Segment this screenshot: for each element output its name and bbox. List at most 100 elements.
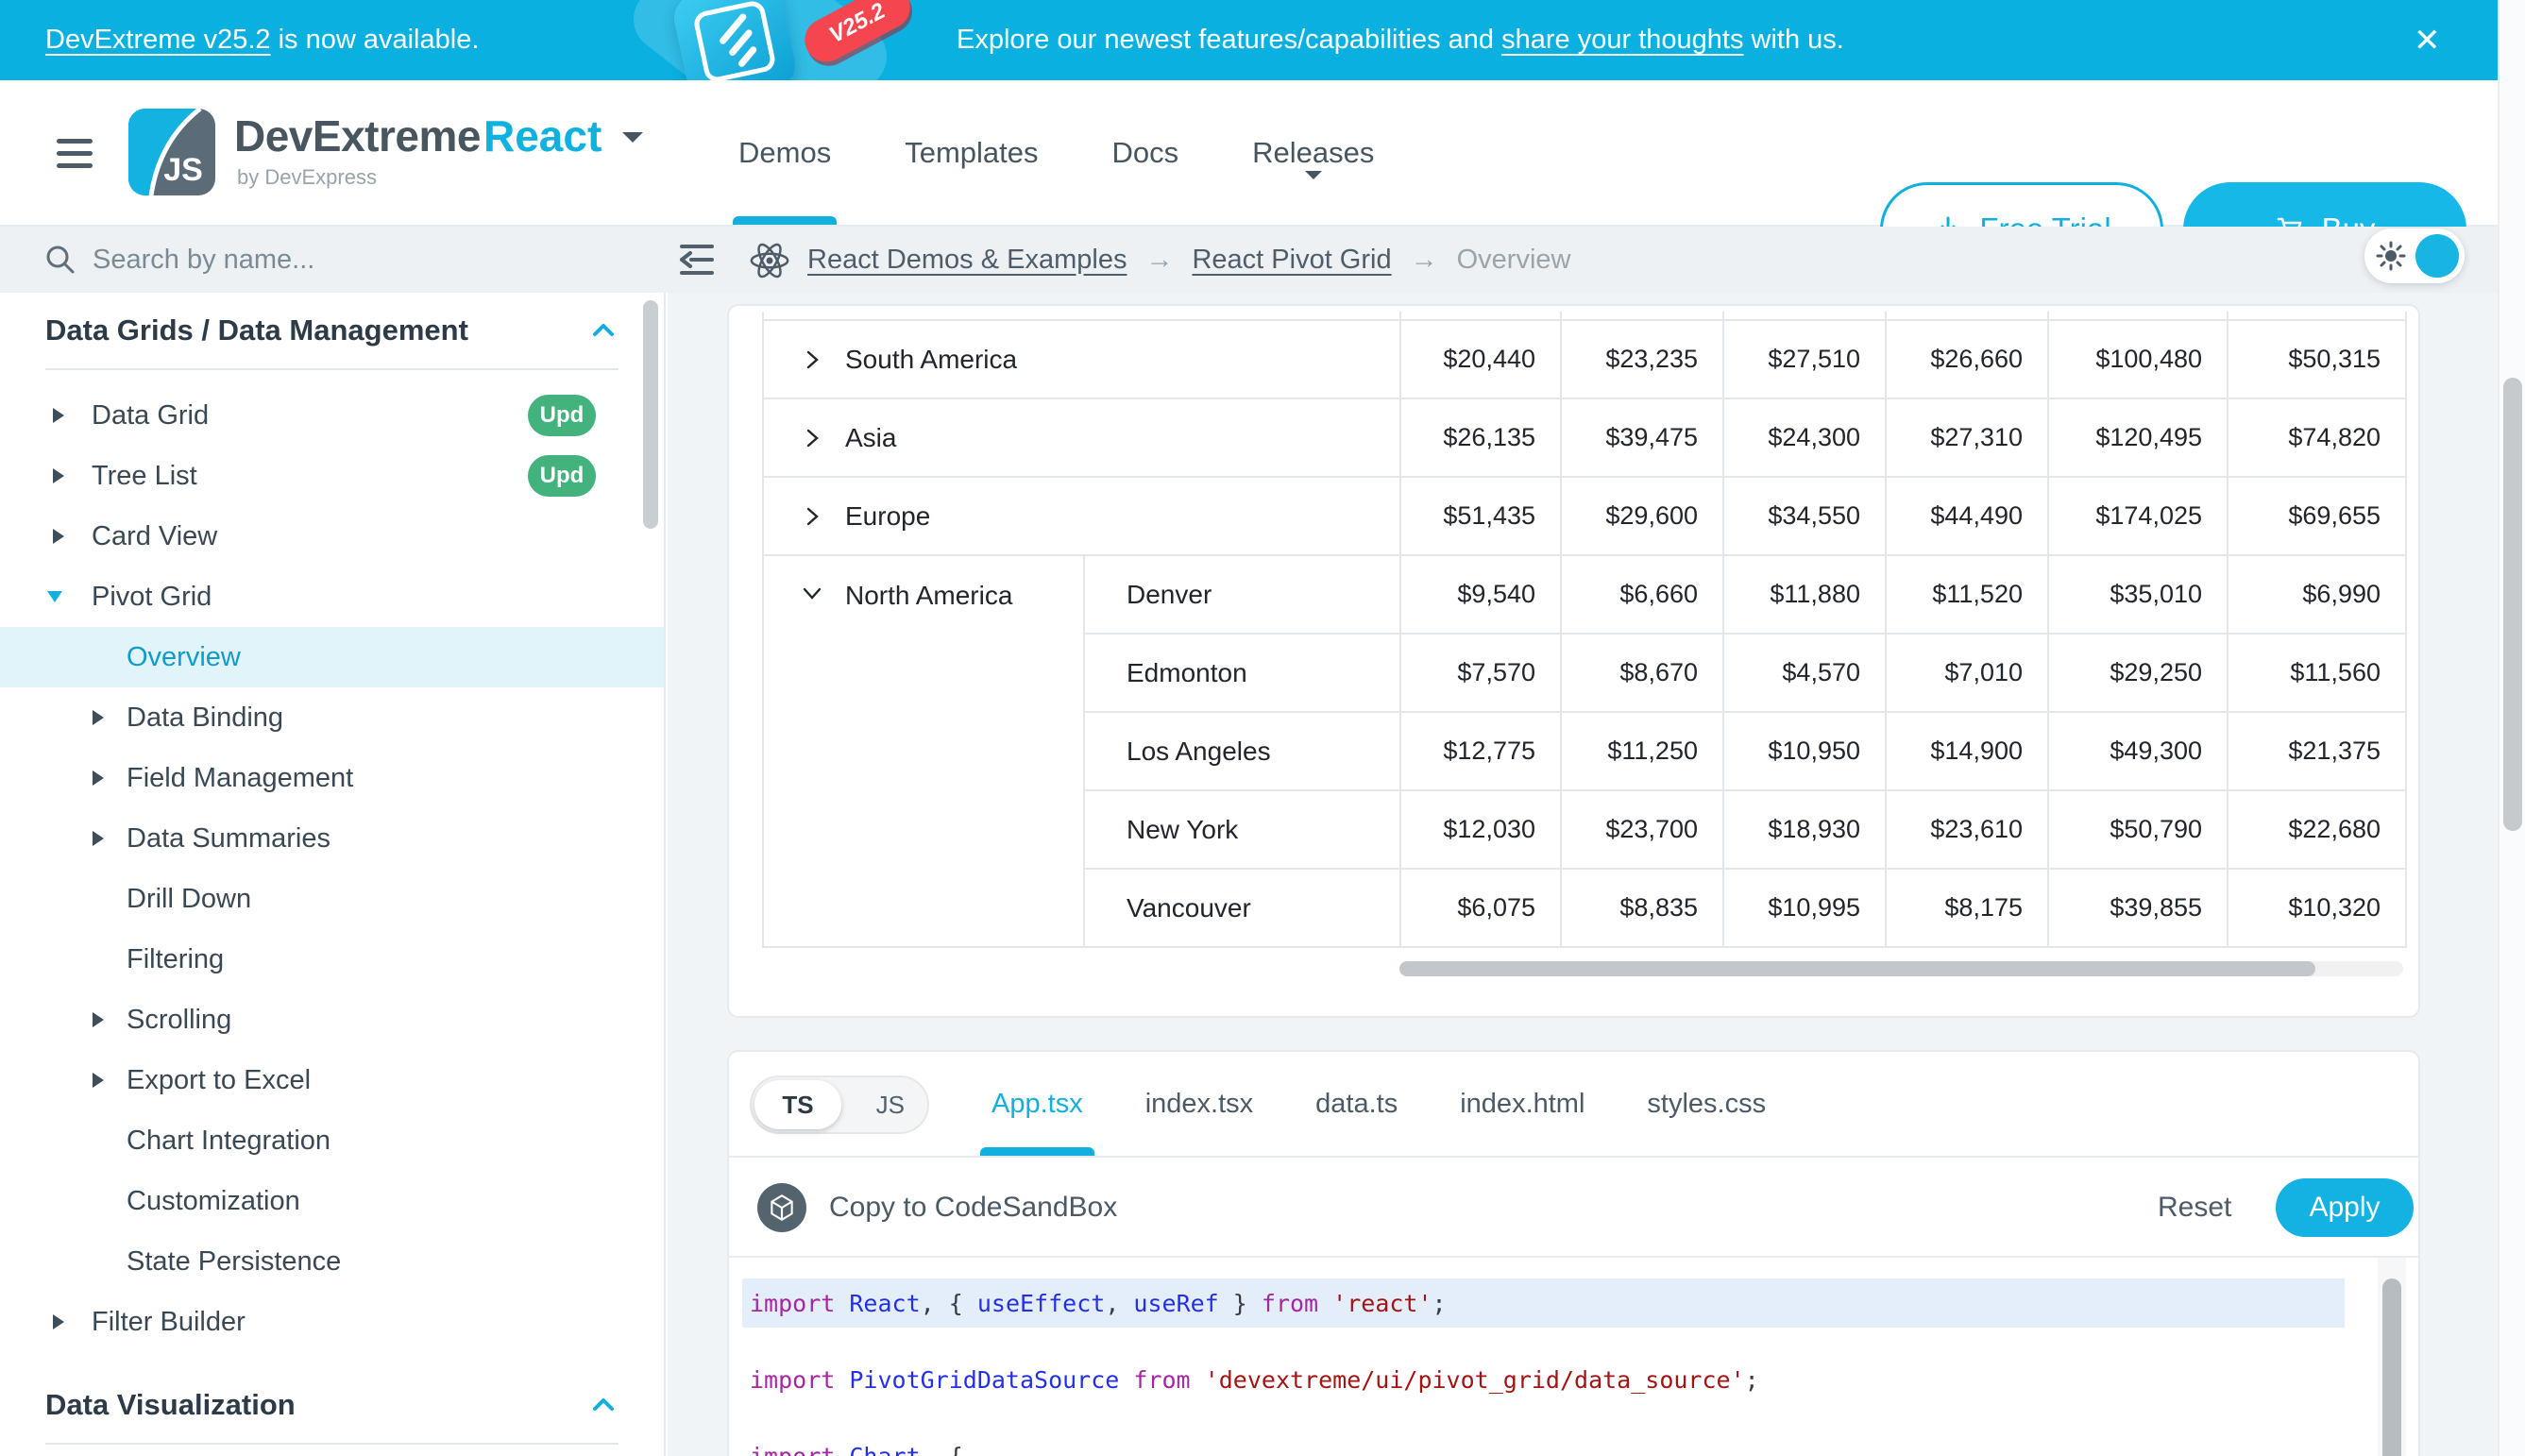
react-icon [748,239,791,282]
apply-button[interactable]: Apply [2276,1178,2414,1237]
triangle-down-icon [47,591,62,602]
sidebar-item-export-to-excel[interactable]: Export to Excel [0,1050,664,1110]
sidebar-item-tree-list[interactable]: Tree List Upd [0,446,664,506]
section-label: Data Visualization [45,1388,296,1422]
nav-templates[interactable]: Templates [905,80,1038,225]
copy-to-codesandbox-button[interactable]: Copy to CodeSandBox [757,1158,1117,1258]
sidebar-item-label: Overview [0,642,241,673]
pivot-cell: $10,995 [1724,870,1887,948]
code-token: import [750,1366,849,1394]
sidebar-item-state-persistence[interactable]: State Persistence [0,1231,664,1292]
triangle-right-icon [93,770,104,786]
sidebar-scrollbar[interactable] [643,300,658,529]
sidebar-item-field-management[interactable]: Field Management [0,748,664,808]
pivot-cell: $23,235 [1562,321,1724,399]
sidebar-item-scrolling[interactable]: Scrolling [0,990,664,1050]
pivot-cell: $10,950 [1724,713,1887,791]
breadcrumb-demos-link[interactable]: React Demos & Examples [807,245,1127,276]
reset-button[interactable]: Reset [2158,1158,2231,1258]
row-header-asia[interactable]: Asia [764,399,1401,478]
sidebar-item-chart-integration[interactable]: Chart Integration [0,1110,664,1171]
sidebar-item-customization[interactable]: Customization [0,1171,664,1231]
code-line-1: import React, { useEffect, useRef } from… [742,1278,2345,1328]
sidebar-item-label: Field Management [0,763,353,794]
pivot-cell: $51,435 [1401,478,1562,556]
banner-close-icon[interactable]: ✕ [2414,0,2441,80]
tab-index-tsx[interactable]: index.tsx [1145,1052,1253,1156]
pivot-cell: $11,880 [1724,556,1887,635]
code-token [1119,1366,1133,1394]
tab-styles-css[interactable]: styles.css [1647,1052,1766,1156]
pivot-cell: $27,510 [1724,321,1887,399]
row-header-north-america[interactable]: North America [764,556,1085,948]
sidebar-item-filter-builder[interactable]: Filter Builder [0,1292,664,1352]
pivot-grid: South America $20,440 $23,235 $27,510 $2… [762,312,2407,948]
sidebar-item-pivot-grid[interactable]: Pivot Grid [0,567,664,627]
language-js-option[interactable]: JS [876,1077,905,1132]
row-header-south-america[interactable]: South America [764,321,1401,399]
row-header-vancouver: Vancouver [1085,870,1401,948]
nav-demos[interactable]: Demos [738,80,831,225]
pivot-cell: $26,135 [1401,399,1562,478]
sidebar-item-label: Data Binding [0,703,283,734]
sidebar-item-data-grid[interactable]: Data Grid Upd [0,385,664,446]
sidebar-item-label: Customization [0,1186,300,1217]
row-header-europe[interactable]: Europe [764,478,1401,556]
code-token: , { [921,1443,963,1456]
sidebar-item-data-binding[interactable]: Data Binding [0,687,664,748]
tab-index-html[interactable]: index.html [1460,1052,1584,1156]
pivot-cell: $44,490 [1887,478,2049,556]
pivot-cell: $23,610 [1887,791,2049,870]
sidebar-section-data-visualization[interactable]: Data Visualization [0,1367,664,1443]
pivot-cell: $26,660 [1887,321,2049,399]
sidebar-item-card-view[interactable]: Card View [0,506,664,567]
sun-icon [2376,241,2406,271]
main-nav: Demos Templates Docs Releases [738,80,1374,225]
language-toggle-knob[interactable]: TS [754,1080,841,1129]
sidebar-item-label: State Persistence [0,1246,341,1278]
collapse-sidebar-icon[interactable] [676,239,718,280]
page-scrollbar-thumb[interactable] [2503,378,2522,831]
hamburger-menu-icon[interactable] [57,127,94,179]
pivot-cell: $14,900 [1887,713,2049,791]
brand-subtitle: by DevExpress [237,165,377,190]
tab-app-tsx[interactable]: App.tsx [991,1052,1083,1156]
theme-toggle[interactable] [2364,229,2465,283]
pivot-horizontal-scrollbar-thumb[interactable] [1399,961,2315,976]
breadcrumb-pivot-grid-link[interactable]: React Pivot Grid [1192,245,1391,276]
tab-data-ts[interactable]: data.ts [1315,1052,1398,1156]
app-header: JS DevExtreme by DevExpress React Demos … [0,80,2498,227]
code-scrollbar-thumb[interactable] [2382,1278,2401,1456]
framework-label: React [483,110,602,161]
js-logo-text: JS [163,152,203,188]
code-token: from [1133,1366,1190,1394]
copy-to-codesandbox-label: Copy to CodeSandBox [829,1192,1117,1224]
breadcrumb-current: Overview [1457,245,1571,276]
language-toggle[interactable]: TS JS [750,1075,929,1134]
triangle-right-icon [53,408,64,423]
row-header-new-york: New York [1085,791,1401,870]
framework-selector[interactable]: React [483,110,643,161]
sidebar-item-drill-down[interactable]: Drill Down [0,869,664,929]
banner-message-pre: Explore our newest features/capabilities… [957,25,1501,56]
sidebar-items: Data Grid Upd Tree List Upd Card View Pi… [0,370,664,1352]
sidebar-item-label: Tree List [0,461,197,492]
search-input[interactable] [91,227,582,293]
code-token: from [1262,1290,1318,1317]
pivot-horizontal-scrollbar [1399,961,2403,976]
sidebar-item-overview[interactable]: Overview [0,627,666,687]
nav-docs[interactable]: Docs [1112,80,1179,225]
sidebar-item-filtering[interactable]: Filtering [0,929,664,990]
code-toolbar: TS JS App.tsx index.tsx data.ts index.ht… [729,1052,2418,1158]
row-header-label: North America [845,581,1012,611]
banner-version-link[interactable]: DevExtreme v25.2 [45,25,271,56]
nav-releases[interactable]: Releases [1252,80,1374,225]
pivot-clipped-cell [1887,312,2049,321]
js-logo-icon: JS [128,109,215,195]
sidebar-item-data-summaries[interactable]: Data Summaries [0,808,664,869]
theme-toggle-knob[interactable] [2415,234,2459,278]
pivot-cell: $22,680 [2228,791,2407,870]
share-thoughts-link[interactable]: share your thoughts [1501,25,1743,56]
sidebar-section-data-grids[interactable]: Data Grids / Data Management [0,293,664,368]
page-scrollbar [2498,0,2525,1456]
